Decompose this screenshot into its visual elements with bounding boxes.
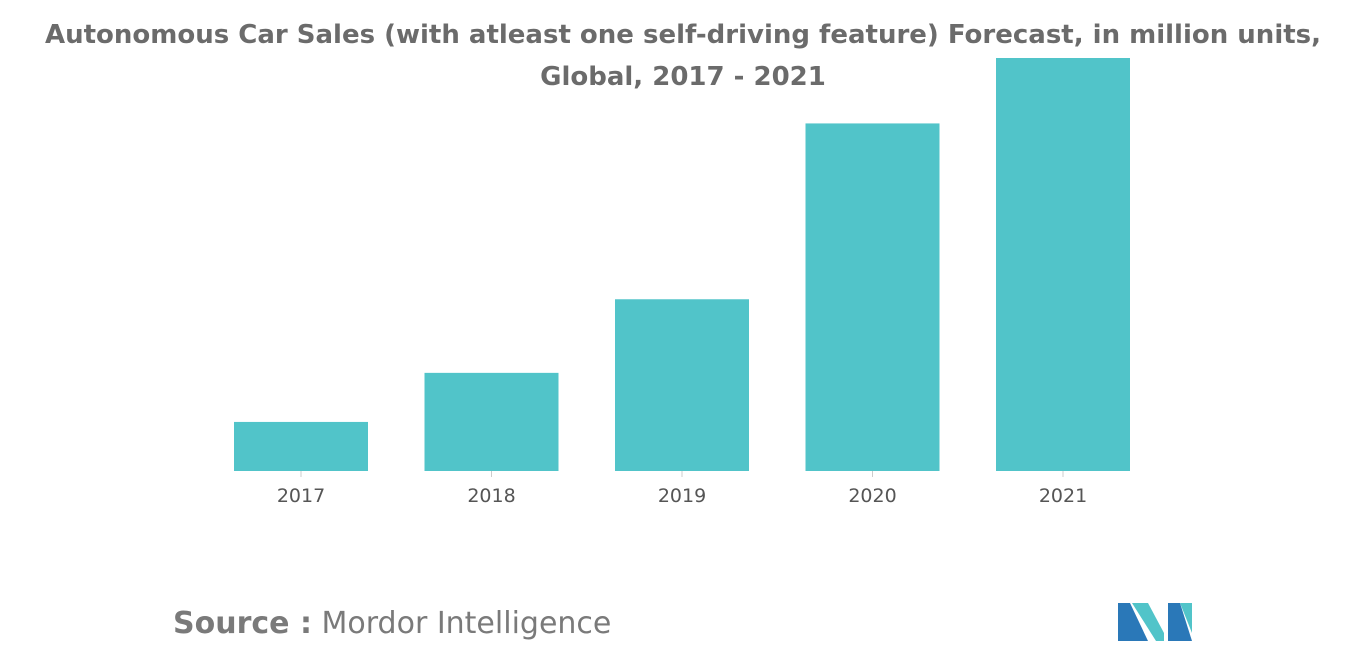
source-text: Mordor Intelligence: [321, 606, 612, 641]
tick-label-2018: 2018: [467, 485, 515, 507]
logo-shape-mid: [1132, 603, 1164, 641]
chart-title: Autonomous Car Sales (with atleast one s…: [0, 14, 1366, 98]
bar-2017: [234, 421, 368, 471]
x-axis-ticks: 2017 2018 2019 2020 2021: [277, 471, 1087, 507]
tick-label-2021: 2021: [1039, 485, 1087, 507]
bar-chart: 2017 2018 2019 2020 2021: [234, 58, 1130, 507]
chart-title-line-2: Global, 2017 - 2021: [540, 62, 826, 92]
tick-label-2020: 2020: [848, 485, 896, 507]
bar-2019: [615, 299, 749, 471]
tick-label-2017: 2017: [277, 485, 325, 507]
bars-group: [234, 58, 1130, 471]
bar-2018: [424, 372, 559, 471]
mordor-intelligence-logo-icon: [1118, 603, 1192, 641]
tick-label-2019: 2019: [658, 485, 706, 507]
bar-2021: [996, 58, 1130, 471]
source-label: Source :: [173, 606, 312, 641]
logo-shape-right-dark: [1168, 603, 1192, 641]
chart-title-line-1: Autonomous Car Sales (with atleast one s…: [44, 20, 1322, 50]
logo-shape-left: [1118, 603, 1148, 641]
source-attribution: Source : Mordor Intelligence: [173, 606, 611, 641]
logo-shape-right-light: [1180, 603, 1192, 633]
bar-2020: [805, 123, 940, 471]
